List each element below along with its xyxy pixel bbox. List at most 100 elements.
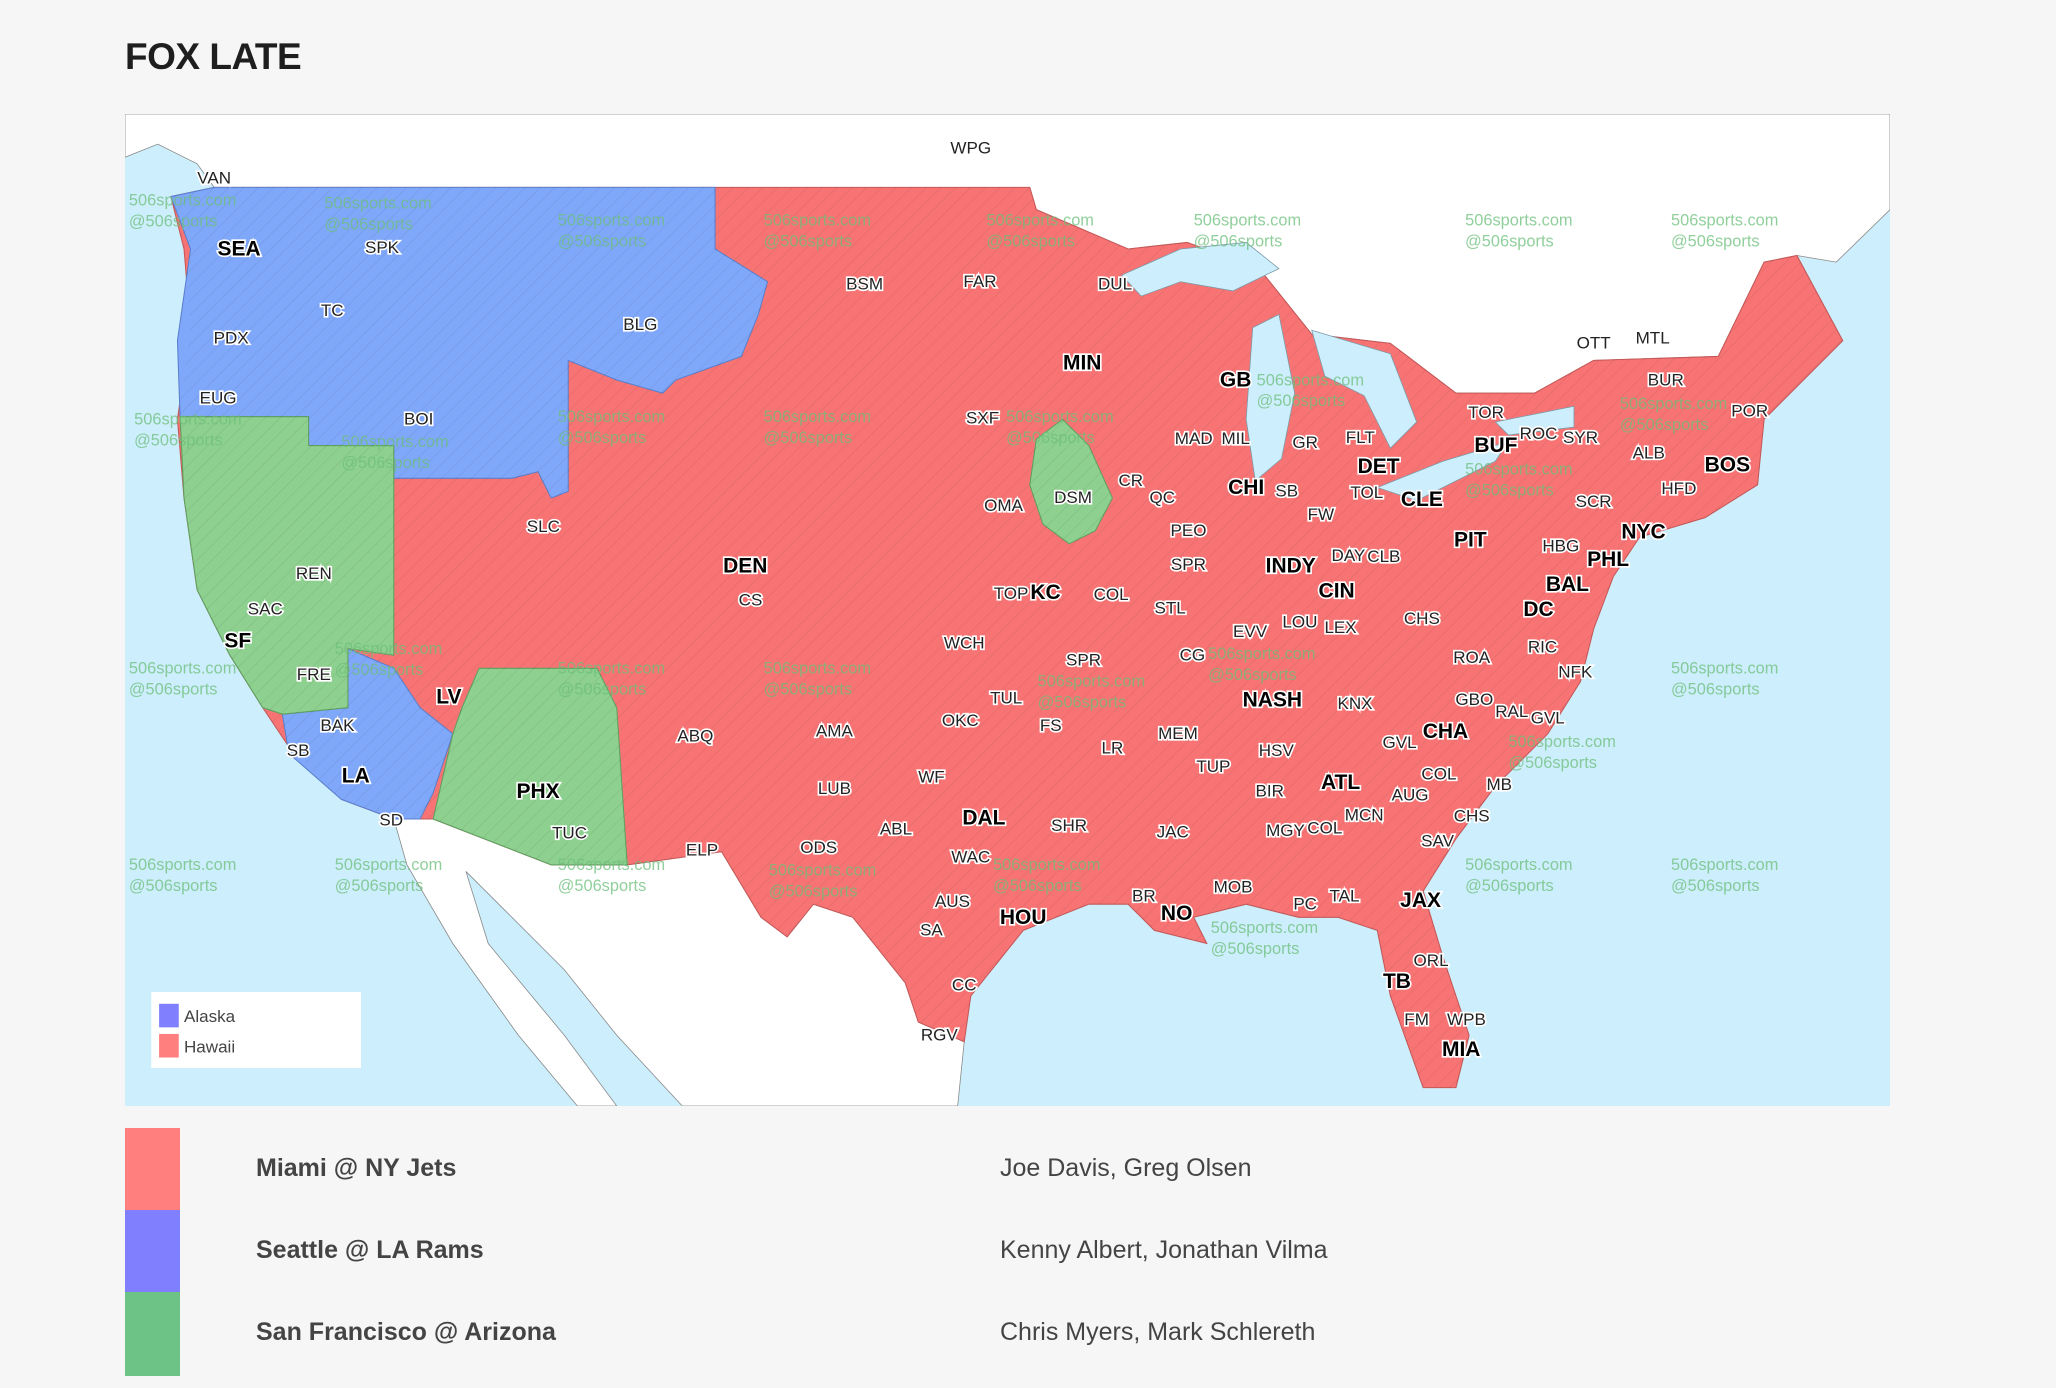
watermark-text: 506sports.com bbox=[1257, 371, 1364, 389]
city-label-tb: TB bbox=[1383, 970, 1411, 993]
city-label-clb: CLB bbox=[1367, 547, 1400, 566]
watermark-text: 506sports.com bbox=[1671, 660, 1778, 678]
city-label-van: VAN bbox=[197, 168, 231, 187]
city-label-bir: BIR bbox=[1256, 782, 1284, 801]
watermark-text: @506sports bbox=[1671, 877, 1760, 895]
city-label-okc: OKC bbox=[942, 711, 979, 730]
watermark-text: 506sports.com bbox=[335, 640, 442, 658]
watermark-text: 506sports.com bbox=[341, 433, 448, 451]
watermark-text: 506sports.com bbox=[764, 408, 871, 426]
city-label-fw: FW bbox=[1308, 505, 1335, 524]
city-label-mb: MB bbox=[1486, 775, 1512, 794]
city-label-pit: PIT bbox=[1454, 528, 1487, 551]
game-announcers: Kenny Albert, Jonathan Vilma bbox=[1000, 1236, 1328, 1264]
watermark-text: @506sports bbox=[764, 429, 853, 447]
city-label-blg: BLG bbox=[623, 315, 657, 334]
city-label-atl: ATL bbox=[1321, 771, 1360, 794]
city-label-boi: BOI bbox=[404, 410, 433, 429]
watermark-text: @506sports bbox=[129, 681, 218, 699]
watermark-text: @506sports bbox=[1194, 232, 1283, 250]
watermark-text: @506sports bbox=[558, 429, 647, 447]
city-label-lv: LV bbox=[436, 686, 461, 709]
watermark-text: @506sports bbox=[129, 213, 218, 231]
city-label-rgv: RGV bbox=[921, 1025, 959, 1044]
city-label-det: DET bbox=[1358, 455, 1400, 478]
watermark-text: 506sports.com bbox=[1465, 460, 1572, 478]
watermark-text: @506sports bbox=[1620, 416, 1709, 434]
city-label-alb: ALB bbox=[1633, 444, 1665, 463]
alaska-swatch bbox=[159, 1003, 179, 1028]
city-label-gb: GB bbox=[1220, 369, 1251, 392]
city-label-den: DEN bbox=[723, 555, 767, 578]
city-label-aug: AUG bbox=[1392, 786, 1429, 805]
city-label-cha: CHA bbox=[1423, 720, 1468, 743]
watermark-text: @506sports bbox=[1465, 232, 1554, 250]
city-label-peo: PEO bbox=[1170, 521, 1206, 540]
hawaii-swatch bbox=[159, 1033, 179, 1058]
city-label-far: FAR bbox=[963, 272, 996, 291]
great-lakes bbox=[1120, 242, 1575, 502]
city-label-gr: GR bbox=[1292, 433, 1318, 452]
city-label-ott: OTT bbox=[1577, 334, 1612, 353]
watermark-text: 506sports.com bbox=[558, 660, 665, 678]
city-label-la: LA bbox=[342, 764, 370, 787]
city-label-dal: DAL bbox=[962, 806, 1005, 829]
city-label-tup: TUP bbox=[1196, 757, 1230, 776]
watermark-text: @506sports bbox=[341, 454, 430, 472]
watermark-text: @506sports bbox=[1671, 232, 1760, 250]
watermark-text: @506sports bbox=[1257, 392, 1346, 410]
city-label-hsv: HSV bbox=[1259, 741, 1295, 760]
game-matchup: San Francisco @ Arizona bbox=[256, 1318, 556, 1346]
watermark-text: 506sports.com bbox=[1620, 395, 1727, 413]
city-label-aus: AUS bbox=[935, 892, 970, 911]
city-label-bur: BUR bbox=[1648, 370, 1684, 389]
watermark-text: @506sports bbox=[1038, 694, 1127, 712]
city-label-dsm: DSM bbox=[1054, 488, 1092, 507]
city-label-flt: FLT bbox=[1346, 428, 1376, 447]
hawaii-label: Hawaii bbox=[184, 1037, 235, 1056]
city-label-ral: RAL bbox=[1495, 702, 1528, 721]
page-title: FOX LATE bbox=[125, 36, 302, 77]
watermark-text: 506sports.com bbox=[558, 856, 665, 874]
city-label-pc: PC bbox=[1293, 894, 1317, 913]
city-label-ren: REN bbox=[296, 564, 332, 583]
game-row-miami-nyj: Miami @ NY Jets Joe Davis, Greg Olsen bbox=[125, 1128, 1825, 1212]
watermark-text: 506sports.com bbox=[764, 660, 871, 678]
city-label-qc: QC bbox=[1149, 488, 1175, 507]
game-matchup: Seattle @ LA Rams bbox=[256, 1236, 484, 1264]
watermark-text: 506sports.com bbox=[1508, 733, 1615, 751]
city-label-sac: SAC bbox=[248, 600, 283, 619]
city-label-oma: OMA bbox=[984, 496, 1023, 515]
city-label-jac: JAC bbox=[1157, 822, 1189, 841]
city-label-wpg: WPG bbox=[950, 138, 991, 157]
city-label-shr: SHR bbox=[1051, 816, 1087, 835]
watermark-text: @506sports bbox=[1465, 877, 1554, 895]
city-label-cle: CLE bbox=[1401, 488, 1443, 511]
city-label-br: BR bbox=[1132, 887, 1156, 906]
city-label-sea: SEA bbox=[218, 238, 261, 261]
city-label-sa: SA bbox=[920, 921, 943, 940]
coverage-map: 506sports.com @506sports 506sports.com @506… bbox=[125, 114, 1890, 1106]
color-swatch-blue bbox=[125, 1210, 180, 1294]
city-label-col: COL bbox=[1094, 585, 1129, 604]
city-label-wpb: WPB bbox=[1447, 1010, 1486, 1029]
city-label-syr: SYR bbox=[1563, 428, 1598, 447]
city-label-phl: PHL bbox=[1587, 548, 1629, 571]
city-label-ric: RIC bbox=[1528, 638, 1557, 657]
watermark-text: 506sports.com bbox=[129, 660, 236, 678]
city-label-chi: CHI bbox=[1228, 476, 1264, 499]
city-label-gvl: GVL bbox=[1383, 733, 1417, 752]
city-label-stl: STL bbox=[1154, 598, 1185, 617]
watermark-text: @506sports bbox=[558, 877, 647, 895]
watermarks: 506sports.com @506sports 506sports.com @506… bbox=[129, 192, 1779, 958]
watermark-text: 506sports.com bbox=[1194, 211, 1301, 229]
inset-legend: Alaska Hawaii bbox=[151, 991, 362, 1068]
city-label-slc: SLC bbox=[527, 517, 560, 536]
city-label-evv: EVV bbox=[1233, 622, 1268, 641]
city-label-indy: INDY bbox=[1266, 555, 1316, 578]
city-label-dc: DC bbox=[1523, 598, 1553, 621]
city-label-dul: DUL bbox=[1098, 275, 1132, 294]
city-label-bak: BAK bbox=[320, 716, 355, 735]
city-label-sxf: SXF bbox=[966, 408, 999, 427]
city-label-abl: ABL bbox=[880, 820, 912, 839]
